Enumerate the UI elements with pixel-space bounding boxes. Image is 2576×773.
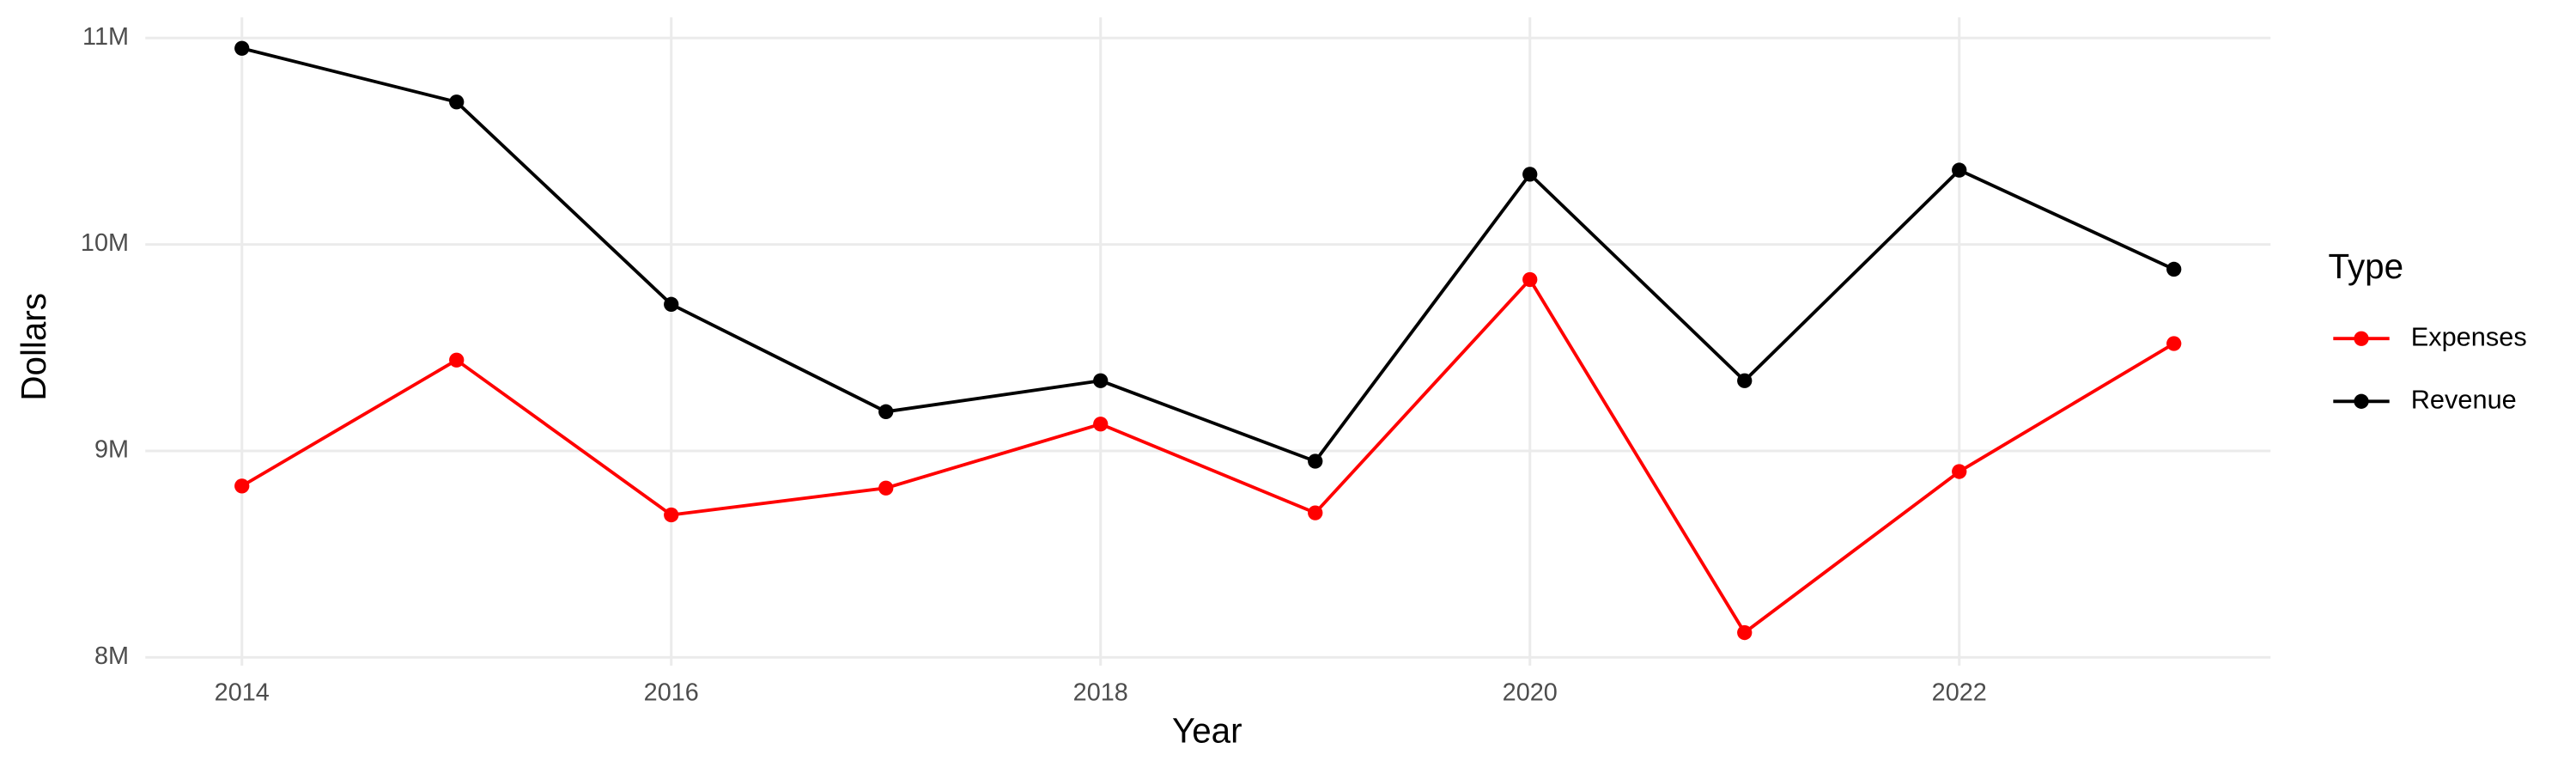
point [664,296,679,312]
point [234,40,250,56]
point [2166,261,2182,277]
x-axis-title: Year [1172,711,1242,751]
y-tick-label: 9M [94,436,129,464]
point [1308,505,1323,520]
legend-key-point [2354,393,2369,409]
point [1737,624,1753,641]
x-tick-label: 2018 [1073,679,1128,706]
legend-key-point [2354,331,2369,346]
point [1737,373,1753,388]
point [1952,464,1967,479]
point [878,404,894,419]
point [1522,271,1538,288]
point [1093,417,1109,432]
legend-label: Revenue [2411,384,2517,414]
series-line [241,46,2175,464]
point [1522,167,1538,182]
point [1952,162,1967,178]
point [2166,336,2182,351]
x-tick-label: 2014 [215,679,270,706]
point [449,94,465,110]
legend-title: Type [2329,247,2404,286]
x-tick-label: 2022 [1932,679,1987,706]
point [234,478,250,494]
series-line [240,277,2175,636]
x-tick-label: 2016 [644,679,699,706]
point [1308,453,1323,469]
y-tick-label: 11M [82,23,129,51]
point [1093,373,1109,388]
point [664,507,679,523]
y-axis-title: Dollars [14,293,53,401]
legend-label: Expenses [2411,321,2527,351]
y-tick-label: 10M [81,229,129,257]
point [449,352,465,368]
x-tick-label: 2020 [1503,679,1558,706]
y-tick-label: 8M [94,642,129,670]
point [878,480,894,496]
